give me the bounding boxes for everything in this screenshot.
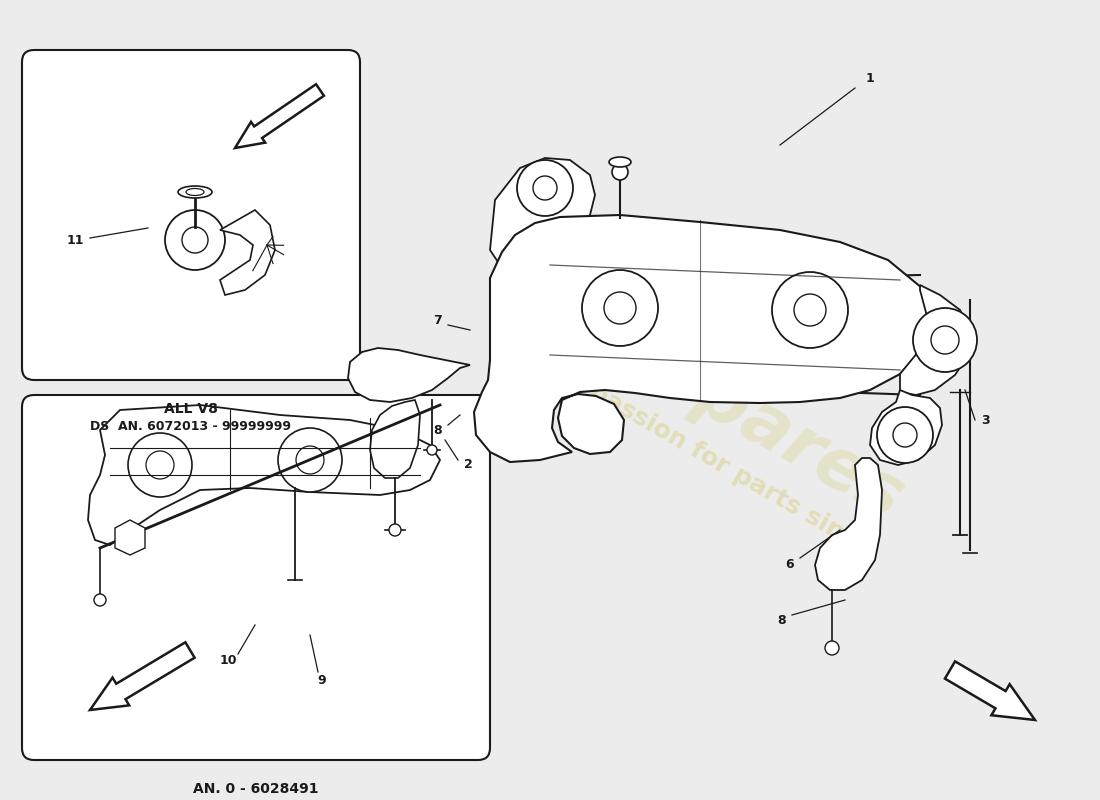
Circle shape [278,428,342,492]
Text: AN. 0 - 6028491: AN. 0 - 6028491 [194,782,319,796]
Text: eurospares: eurospares [485,246,915,534]
Circle shape [582,270,658,346]
Polygon shape [870,390,942,465]
Text: 11: 11 [66,234,84,246]
Circle shape [604,292,636,324]
Circle shape [913,308,977,372]
Text: 6: 6 [785,558,794,571]
Polygon shape [474,215,928,462]
Polygon shape [220,210,275,295]
Text: 3: 3 [981,414,989,426]
Circle shape [517,160,573,216]
Polygon shape [370,400,420,478]
Ellipse shape [178,186,212,198]
Circle shape [128,433,192,497]
Circle shape [877,407,933,463]
Circle shape [931,326,959,354]
Polygon shape [88,405,440,545]
Text: 9: 9 [318,674,327,686]
Ellipse shape [186,189,204,195]
Polygon shape [116,520,145,555]
Circle shape [534,176,557,200]
FancyBboxPatch shape [22,50,360,380]
Circle shape [612,164,628,180]
Text: 8: 8 [433,423,442,437]
Text: passion for parts since: passion for parts since [584,379,876,561]
Circle shape [794,294,826,326]
Circle shape [772,272,848,348]
Polygon shape [90,642,195,710]
Polygon shape [348,348,470,402]
Polygon shape [490,158,595,280]
Text: 8: 8 [778,614,786,626]
Circle shape [389,524,402,536]
Text: 1: 1 [866,71,874,85]
Text: 2: 2 [463,458,472,471]
Text: DS  AN. 6072013 - 99999999: DS AN. 6072013 - 99999999 [90,420,292,433]
Polygon shape [815,458,882,590]
Circle shape [165,210,226,270]
Text: 10: 10 [219,654,236,666]
Circle shape [893,423,917,447]
Text: ALL V8: ALL V8 [164,402,218,416]
Circle shape [427,445,437,455]
Circle shape [94,594,106,606]
Ellipse shape [609,157,631,167]
Circle shape [182,227,208,253]
Polygon shape [900,285,970,395]
Circle shape [296,446,324,474]
Circle shape [146,451,174,479]
Polygon shape [945,662,1035,720]
Circle shape [825,641,839,655]
FancyBboxPatch shape [22,395,490,760]
Polygon shape [235,84,323,148]
Text: 7: 7 [433,314,442,326]
